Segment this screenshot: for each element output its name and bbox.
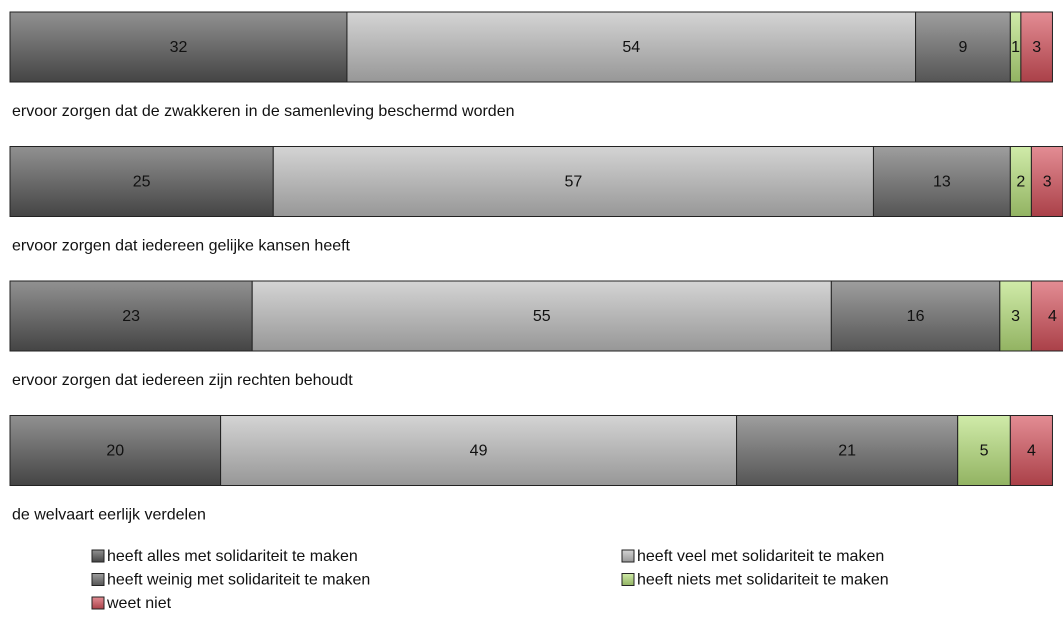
legend-label: weet niet [106, 595, 172, 612]
category-label: ervoor zorgen dat iedereen zijn rechten … [12, 372, 353, 389]
data-label: 20 [106, 443, 124, 460]
data-label: 4 [1048, 308, 1057, 325]
legend-label: heeft alles met solidariteit te maken [107, 548, 358, 565]
bar-segment [9, 280, 253, 352]
category-label: ervoor zorgen dat de zwakkeren in de sam… [12, 103, 515, 120]
data-label: 16 [907, 308, 925, 325]
data-label: 57 [564, 174, 582, 191]
bar-segment [915, 11, 1011, 83]
legend-swatch [621, 549, 635, 563]
data-label: 54 [622, 39, 640, 56]
legend-swatch [91, 573, 105, 586]
bar-segment [9, 146, 274, 217]
data-label: 1 [1011, 39, 1020, 56]
legend-swatch [91, 549, 105, 563]
legend-swatch [91, 596, 105, 610]
data-label: 3 [1011, 308, 1020, 325]
bar-segment [272, 146, 874, 217]
data-label: 21 [838, 443, 856, 460]
data-label: 2 [1016, 174, 1025, 191]
legend-swatch [621, 573, 635, 586]
bar-segment [736, 415, 959, 486]
bar-segment [9, 11, 348, 83]
bar-segment [999, 280, 1032, 352]
data-label: 25 [133, 174, 151, 191]
data-label: 32 [170, 39, 188, 56]
bar-segment [1020, 11, 1053, 83]
data-label: 5 [980, 443, 989, 460]
bar-segment [9, 415, 222, 486]
bar-segment [872, 146, 1011, 217]
category-label: de welvaart eerlijk verdelen [12, 507, 206, 524]
bar-segment [346, 11, 917, 83]
legend-label: heeft niets met solidariteit te maken [637, 572, 889, 589]
legend-label: heeft veel met solidariteit te maken [637, 548, 884, 565]
data-label: 55 [533, 308, 551, 325]
data-label: 23 [122, 308, 140, 325]
data-label: 9 [959, 39, 968, 56]
bar-segment [830, 280, 1001, 352]
bar-segment [1009, 415, 1053, 486]
legend-label: heeft weinig met solidariteit te maken [107, 572, 370, 589]
data-label: 3 [1032, 39, 1041, 56]
data-label: 4 [1027, 443, 1036, 460]
category-label: ervoor zorgen dat iedereen gelijke kanse… [12, 238, 351, 255]
bar-segment [1030, 280, 1063, 352]
data-label: 13 [933, 174, 951, 191]
data-label: 49 [470, 443, 488, 460]
bar-segment [1030, 146, 1063, 217]
data-label: 3 [1043, 174, 1052, 191]
